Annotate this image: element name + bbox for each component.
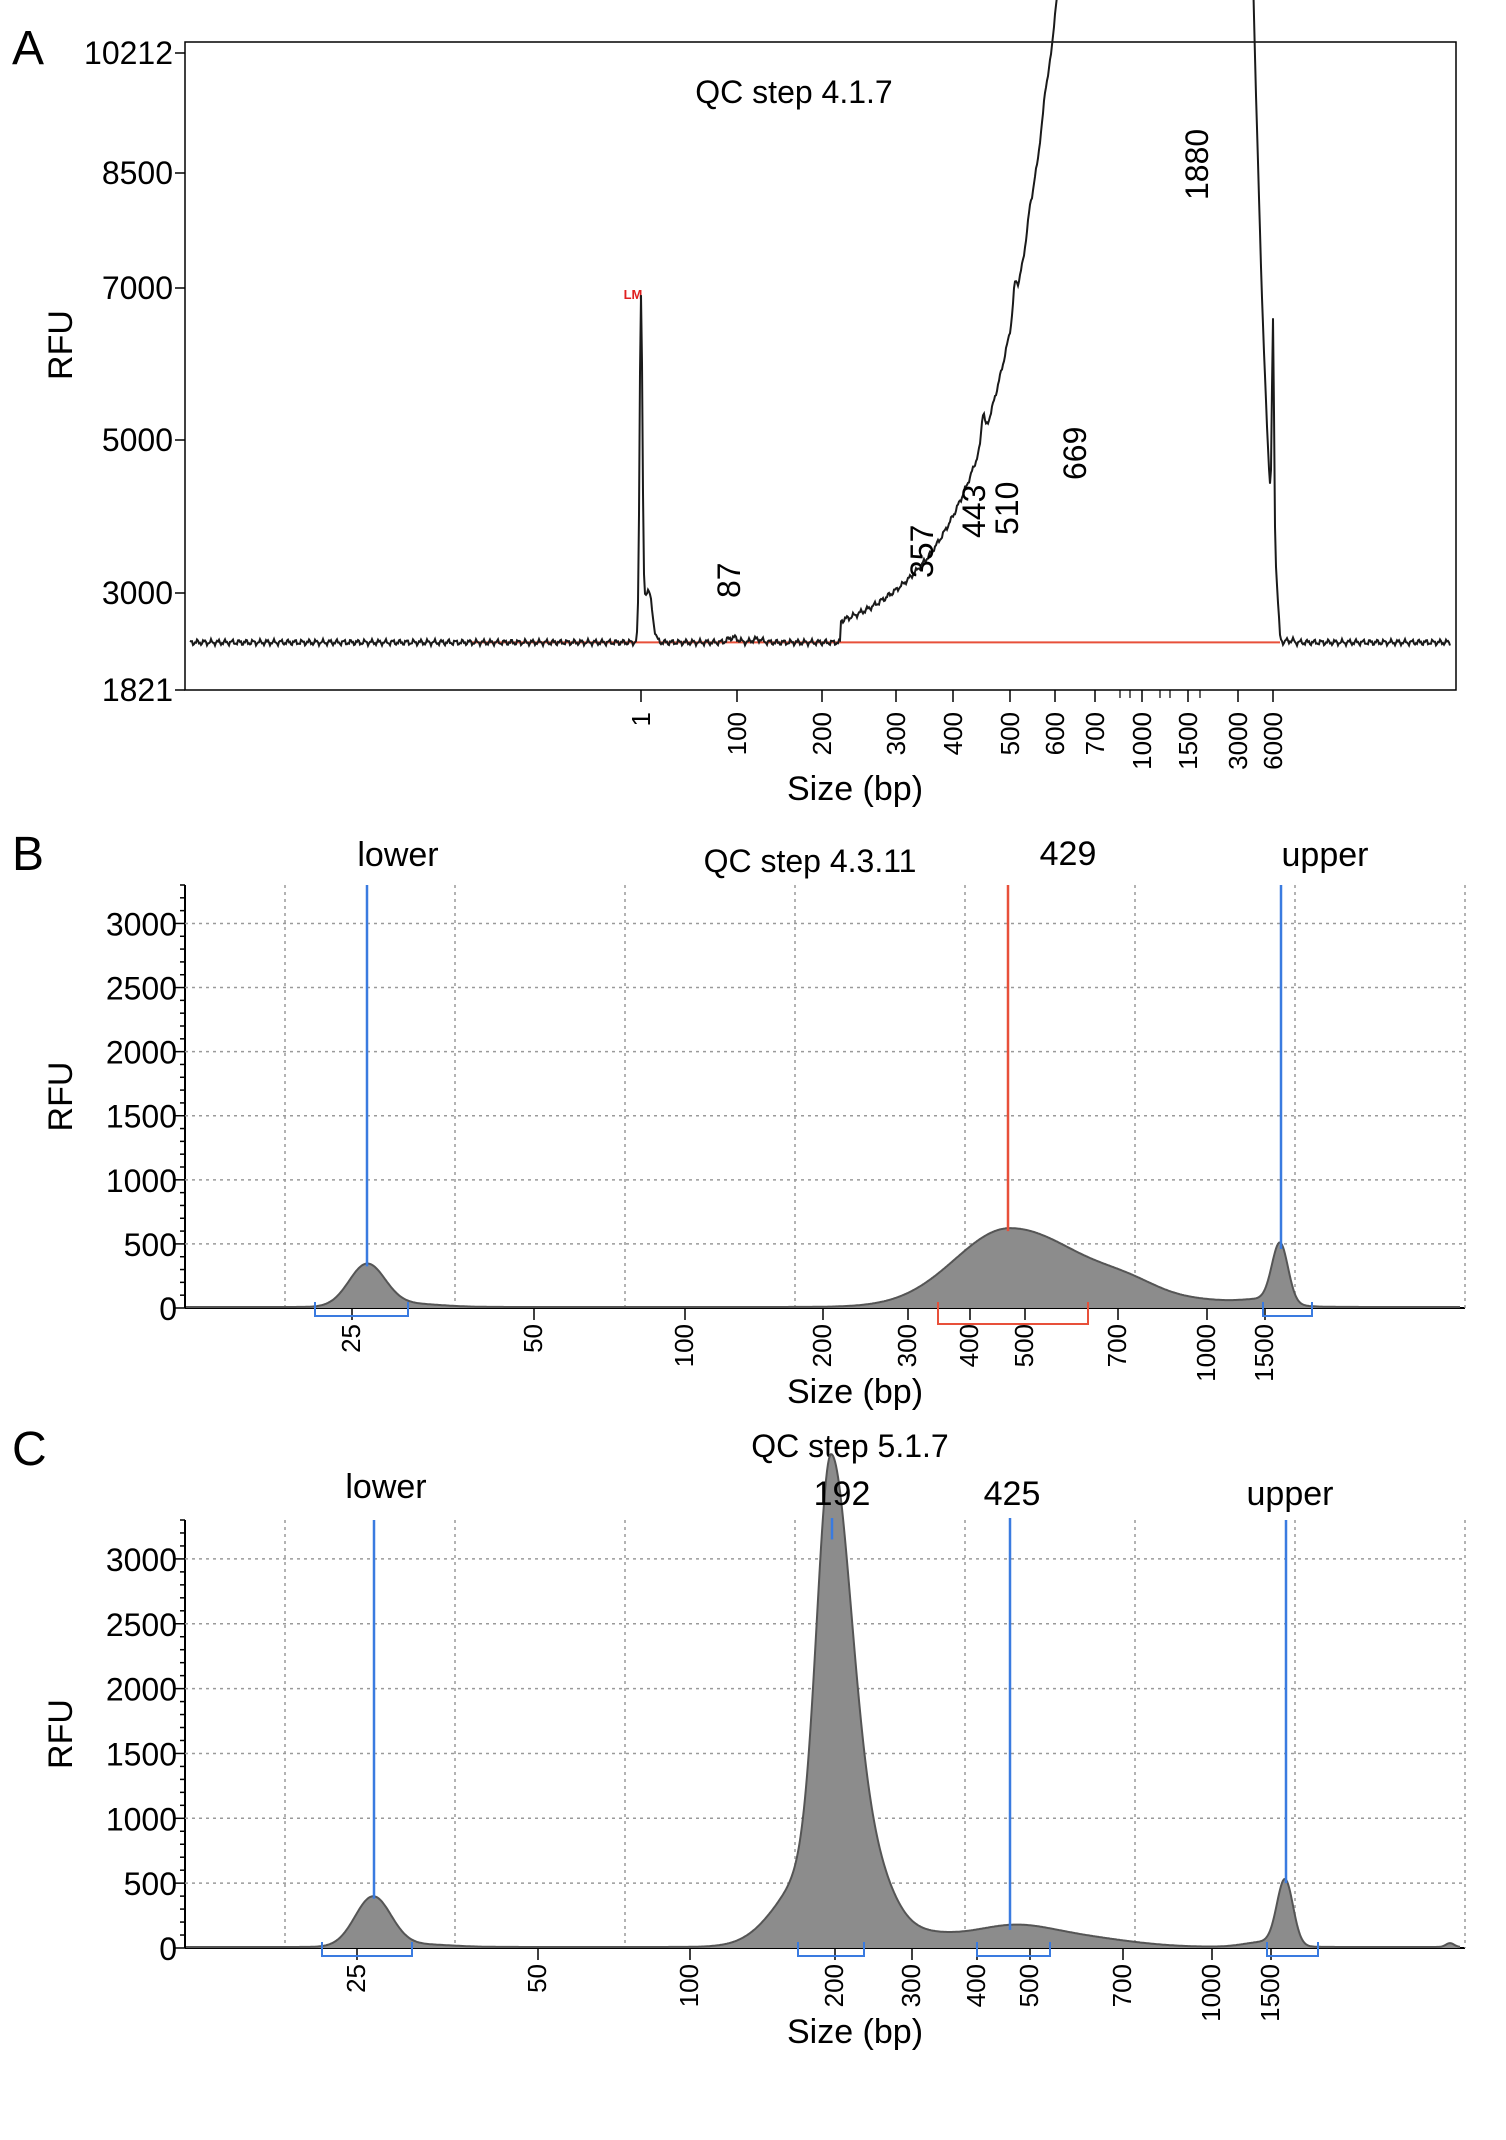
- x-tick-label-c: 400: [961, 1964, 991, 2007]
- x-tick-label-a: 100: [722, 712, 752, 755]
- y-axis-title-a: RFU: [42, 310, 80, 380]
- x-tick-label-a: 1: [626, 712, 656, 726]
- peak-label-a: 1880: [1179, 129, 1215, 200]
- y-tick-label-a: 3000: [102, 575, 173, 611]
- x-tick-label-b: 400: [954, 1324, 984, 1367]
- y-axis-title-b: RFU: [42, 1062, 80, 1132]
- x-tick-label-c: 1500: [1255, 1964, 1285, 2022]
- x-tick-label-c: 300: [896, 1964, 926, 2007]
- marker-label-b: lower: [357, 836, 438, 874]
- trace-line-c: [186, 1453, 1461, 1948]
- trace-line-b: [186, 1227, 1460, 1308]
- x-tick-label-c: 700: [1107, 1964, 1137, 2007]
- peak-label-a: 669: [1057, 427, 1093, 480]
- y-tick-label-c: 1500: [106, 1736, 177, 1772]
- peak-bracket-c: [976, 1942, 1051, 1957]
- y-tick-label-b: 3000: [106, 906, 177, 942]
- panel-c-chart: 0 500 1000 1500 2000 2500 3000 25 50 100 200 300 400…: [42, 1428, 1466, 2051]
- panel-letter-a: A: [12, 22, 44, 75]
- peak-bracket-c: [1266, 1942, 1319, 1957]
- peak-label-a: 87: [711, 562, 747, 598]
- x-tick-label-c: 100: [674, 1964, 704, 2007]
- marker-label-c: upper: [1247, 1475, 1334, 1513]
- panel-b-chart: 0 500 1000 1500 2000 2500 3000 25 50 100 200 300 400…: [42, 835, 1466, 1411]
- peak-label-a: 443: [956, 485, 992, 538]
- y-tick-label-b: 2000: [106, 1035, 177, 1071]
- y-tick-label-a: 1821: [102, 672, 173, 708]
- x-tick-label-b: 300: [892, 1324, 922, 1367]
- x-tick-label-b: 700: [1102, 1324, 1132, 1367]
- marker-label-b: 429: [1040, 835, 1097, 873]
- x-tick-label-b: 25: [336, 1324, 366, 1353]
- marker-label-c: 192: [814, 1475, 871, 1513]
- x-tick-label-c: 25: [341, 1964, 371, 1993]
- y-tick-label-c: 0: [159, 1931, 177, 1967]
- y-tick-label-a: 10212: [84, 35, 173, 71]
- y-tick-label-c: 500: [124, 1866, 177, 1902]
- y-tick-label-b: 500: [124, 1227, 177, 1263]
- x-tick-label-a: 1000: [1127, 712, 1157, 770]
- x-tick-label-a: 700: [1080, 712, 1110, 755]
- y-tick-label-a: 8500: [102, 155, 173, 191]
- panel-letter-c: C: [12, 1423, 47, 1476]
- y-tick-label-c: 3000: [106, 1542, 177, 1578]
- x-axis-title-b: Size (bp): [787, 1373, 923, 1411]
- x-tick-label-b: 200: [807, 1324, 837, 1367]
- x-tick-label-b: 50: [518, 1324, 548, 1353]
- y-tick-label-b: 0: [159, 1291, 177, 1327]
- panel-letter-b: B: [12, 828, 44, 881]
- y-tick-label-c: 2500: [106, 1607, 177, 1643]
- y-axis-title-c: RFU: [42, 1699, 80, 1769]
- x-tick-label-c: 1000: [1196, 1964, 1226, 2022]
- y-tick-label-b: 1500: [106, 1099, 177, 1135]
- plot-frame-a: [184, 41, 1457, 691]
- peak-bracket-c: [321, 1942, 413, 1957]
- y-tick-label-a: 5000: [102, 422, 173, 458]
- trace-fill-b: [186, 1228, 1460, 1308]
- y-tick-label-a: 7000: [102, 270, 173, 306]
- trace-a: [189, 0, 1451, 649]
- chart-title-c: QC step 5.1.7: [751, 1428, 948, 1464]
- peak-bracket-b: [1262, 1302, 1313, 1317]
- x-tick-label-a: 6000: [1258, 712, 1288, 770]
- x-tick-label-a: 1500: [1173, 712, 1203, 770]
- x-tick-label-b: 1000: [1191, 1324, 1221, 1382]
- y-tick-label-c: 1000: [106, 1801, 177, 1837]
- lm-label-a: LM: [624, 287, 643, 302]
- x-tick-label-b: 1500: [1249, 1324, 1279, 1382]
- marker-label-b: upper: [1282, 836, 1369, 874]
- x-tick-label-b: 500: [1009, 1324, 1039, 1367]
- x-axis-title-a: Size (bp): [787, 770, 923, 808]
- peak-label-a: 510: [989, 482, 1025, 535]
- x-axis-title-c: Size (bp): [787, 2013, 923, 2051]
- x-tick-label-b: 100: [669, 1324, 699, 1367]
- x-tick-label-c: 200: [819, 1964, 849, 2007]
- x-tick-label-a: 600: [1040, 712, 1070, 755]
- x-tick-label-a: 300: [881, 712, 911, 755]
- chart-title-b: QC step 4.3.11: [704, 843, 917, 879]
- peak-bracket-b: [314, 1302, 409, 1317]
- peak-label-a: 357: [904, 525, 940, 578]
- y-tick-label-b: 1000: [106, 1163, 177, 1199]
- marker-label-c: 425: [984, 1475, 1041, 1513]
- panel-a-chart: 1821 3000 5000 7000 8500 10212 1 100 200 300 400 50…: [42, 0, 1457, 808]
- trace-fill-c: [186, 1454, 1460, 1948]
- x-tick-label-a: 200: [807, 712, 837, 755]
- peak-bracket-b: [937, 1302, 1089, 1325]
- y-tick-label-c: 2000: [106, 1672, 177, 1708]
- x-tick-label-c: 50: [522, 1964, 552, 1993]
- chart-title-a: QC step 4.1.7: [695, 74, 892, 110]
- y-tick-label-b: 2500: [106, 971, 177, 1007]
- marker-label-c: lower: [345, 1468, 426, 1506]
- x-tick-label-a: 500: [995, 712, 1025, 755]
- x-tick-label-a: 3000: [1223, 712, 1253, 770]
- x-tick-label-c: 500: [1014, 1964, 1044, 2007]
- peak-bracket-c: [797, 1942, 865, 1957]
- x-tick-label-a: 400: [938, 712, 968, 755]
